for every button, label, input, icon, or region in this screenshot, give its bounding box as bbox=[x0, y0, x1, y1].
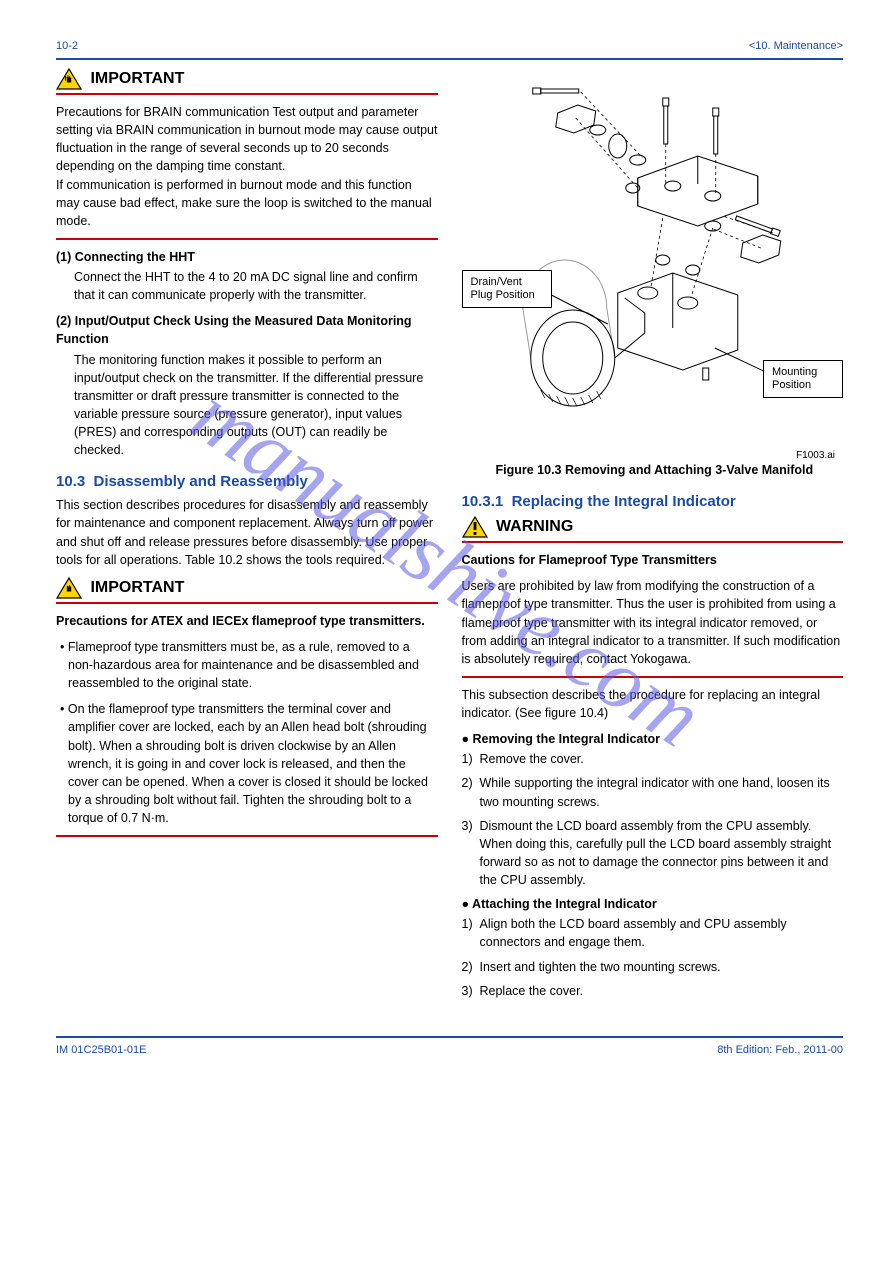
warning-icon bbox=[462, 516, 488, 538]
red-rule bbox=[56, 238, 438, 240]
important2-heading: Precautions for ATEX and IECEx flameproo… bbox=[56, 612, 438, 630]
page: manualshive.com 10-2 <10. Maintenance> I… bbox=[0, 0, 893, 1086]
figure-caption: Figure 10.3 Removing and Attaching 3-Val… bbox=[496, 461, 844, 479]
section-num: 10.3 bbox=[56, 473, 85, 490]
attach-step-2: 2)Insert and tighten the two mounting sc… bbox=[462, 958, 844, 976]
step-text: Replace the cover. bbox=[480, 984, 584, 998]
exploded-view-figure: Drain/VentPlug Position MountingPosition bbox=[462, 68, 844, 458]
important2-bullet2: • On the flameproof type transmitters th… bbox=[56, 700, 438, 827]
exploded-view-svg bbox=[462, 68, 844, 458]
doc-id: IM 01C25B01-01E bbox=[56, 1044, 147, 1056]
red-rule bbox=[56, 602, 438, 604]
callout-mounting: MountingPosition bbox=[763, 360, 843, 398]
attach-heading: ● Attaching the Integral Indicator bbox=[462, 895, 844, 913]
red-rule bbox=[56, 93, 438, 95]
remove-heading: ● Removing the Integral Indicator bbox=[462, 730, 844, 748]
warning-heading: Cautions for Flameproof Type Transmitter… bbox=[462, 551, 844, 569]
page-header: 10-2 <10. Maintenance> bbox=[56, 40, 843, 52]
page-footer: IM 01C25B01-01E 8th Edition: Feb., 2011-… bbox=[56, 1044, 843, 1056]
remove-step-1: 1)Remove the cover. bbox=[462, 750, 844, 768]
remove-step-2: 2)While supporting the integral indicato… bbox=[462, 774, 844, 810]
step-text: While supporting the integral indicator … bbox=[480, 776, 830, 808]
important-icon bbox=[56, 577, 82, 599]
red-rule bbox=[462, 676, 844, 678]
intro-text: This subsection describes the procedure … bbox=[462, 686, 844, 722]
attach-step-3: 3)Replace the cover. bbox=[462, 982, 844, 1000]
important-text: Precautions for BRAIN communication Test… bbox=[56, 103, 438, 230]
attach-step-1: 1)Align both the LCD board assembly and … bbox=[462, 915, 844, 951]
warning-label: WARNING bbox=[496, 518, 573, 535]
subhead-1: (1) Connecting the HHT bbox=[56, 248, 438, 266]
important-icon bbox=[56, 68, 82, 90]
section-text: This section describes procedures for di… bbox=[56, 496, 438, 569]
important-label: IMPORTANT bbox=[90, 579, 184, 596]
left-column: IMPORTANT Precautions for BRAIN communic… bbox=[56, 68, 438, 1006]
step-text: Insert and tighten the two mounting scre… bbox=[480, 960, 721, 974]
remove-step-3: 3)Dismount the LCD board assembly from t… bbox=[462, 817, 844, 890]
callout-drain-vent: Drain/VentPlug Position bbox=[462, 270, 552, 308]
important-block-1: IMPORTANT Precautions for BRAIN communic… bbox=[56, 68, 438, 240]
important2-bullet1: • Flameproof type transmitters must be, … bbox=[56, 638, 438, 692]
right-column: Drain/VentPlug Position MountingPosition… bbox=[462, 68, 844, 1006]
red-rule bbox=[56, 835, 438, 837]
important-label: IMPORTANT bbox=[90, 70, 184, 87]
warning-text: Users are prohibited by law from modifyi… bbox=[462, 577, 844, 668]
red-rule bbox=[462, 541, 844, 543]
subhead-2: (2) Input/Output Check Using the Measure… bbox=[56, 312, 438, 348]
section-heading: 10.3 Disassembly and Reassembly bbox=[56, 473, 438, 490]
content-columns: IMPORTANT Precautions for BRAIN communic… bbox=[56, 68, 843, 1006]
step-text: Align both the LCD board assembly and CP… bbox=[480, 917, 787, 949]
subsection-heading: 10.3.1 Replacing the Integral Indicator bbox=[462, 493, 844, 510]
page-number: 10-2 bbox=[56, 40, 78, 52]
warning-block: WARNING Cautions for Flameproof Type Tra… bbox=[462, 516, 844, 678]
subhead-2-text: The monitoring function makes it possibl… bbox=[56, 351, 438, 460]
footer-rule bbox=[56, 1036, 843, 1038]
step-text: Remove the cover. bbox=[480, 752, 584, 766]
subsection-title: Replacing the Integral Indicator bbox=[512, 493, 736, 510]
important-block-2: IMPORTANT Precautions for ATEX and IECEx… bbox=[56, 577, 438, 837]
subhead-1-text: Connect the HHT to the 4 to 20 mA DC sig… bbox=[56, 268, 438, 304]
chapter-title: <10. Maintenance> bbox=[749, 40, 843, 52]
edition-date: 8th Edition: Feb., 2011-00 bbox=[717, 1044, 843, 1056]
step-text: Dismount the LCD board assembly from the… bbox=[480, 819, 832, 887]
subsection-num: 10.3.1 bbox=[462, 493, 504, 510]
section-title: Disassembly and Reassembly bbox=[94, 473, 308, 490]
header-rule bbox=[56, 58, 843, 60]
